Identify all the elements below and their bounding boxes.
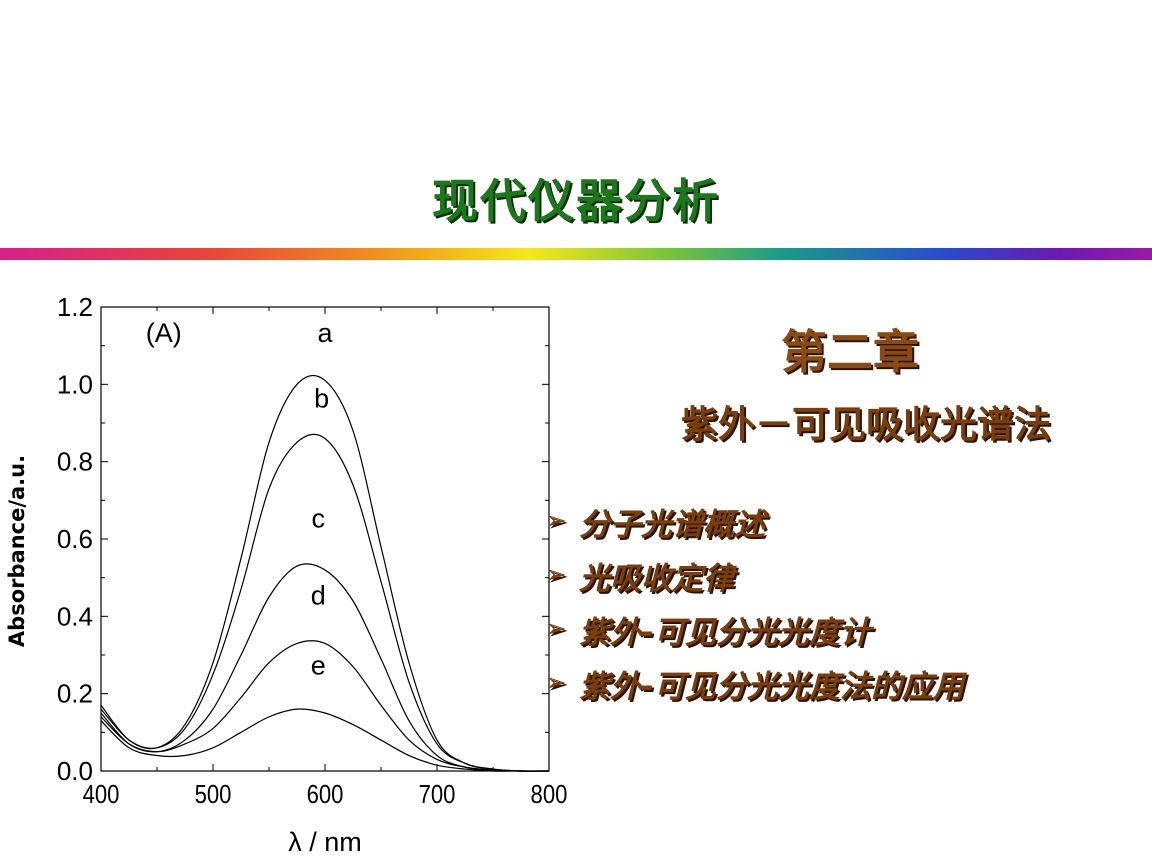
chapter-subtitle: 紫外－可见吸收光谱法 — [681, 403, 1051, 446]
x-axis-title: λ / nm — [288, 827, 362, 857]
series-line-e — [100, 708, 549, 772]
y-tick-label: 0.4 — [57, 601, 93, 631]
y-tick-label: 0.6 — [57, 524, 93, 554]
absorbance-spectrum-chart: 400 500 600 700 800 0.0 0.2 0.4 0.6 0.8 1.0 1.2 λ / … — [5, 292, 567, 857]
series-line-b — [100, 433, 550, 772]
y-tick-label: 0.8 — [57, 447, 93, 477]
series-line-d — [100, 640, 550, 772]
topic-item[interactable]: ➢ 光吸收定律 — [545, 548, 964, 602]
y-tick-label: 0.2 — [57, 679, 93, 709]
plot-frame — [100, 306, 550, 772]
x-tick-label: 600 — [307, 780, 344, 809]
chart-labels: (A) a b c d e — [146, 318, 334, 681]
topic-label: 分子光谱概述 — [579, 506, 765, 543]
topic-label: 光吸收定律 — [579, 560, 734, 597]
topic-label: 紫外-可见分光光度法的应用 — [579, 668, 964, 705]
y-axis-title: Absorbance/a.u. — [5, 455, 29, 647]
x-tick-label: 400 — [83, 780, 120, 809]
arrow-icon: ➢ — [545, 614, 567, 644]
curve-label-b: b — [314, 384, 329, 414]
series-line-a — [100, 374, 550, 772]
chart-series — [100, 374, 550, 772]
x-tick-label: 700 — [419, 780, 456, 809]
topic-label: 紫外-可见分光光度计 — [579, 614, 871, 651]
chapter-heading: 第二章 — [781, 325, 919, 379]
curve-label-a: a — [317, 318, 333, 348]
y-tick-label: 1.2 — [57, 292, 93, 322]
topic-item[interactable]: ➢ 紫外-可见分光光度计 — [545, 602, 964, 656]
x-tick-label: 800 — [531, 780, 568, 809]
x-tick-label: 500 — [195, 780, 232, 809]
panel-label: (A) — [146, 318, 182, 348]
chart-axes: 400 500 600 700 800 0.0 0.2 0.4 0.6 0.8 1.0 1.2 λ / … — [5, 292, 567, 857]
topic-item[interactable]: ➢ 紫外-可见分光光度法的应用 — [545, 656, 964, 710]
curve-label-d: d — [311, 581, 326, 611]
topic-item[interactable]: ➢ 分子光谱概述 — [545, 494, 964, 548]
y-tick-label: 0.0 — [57, 756, 93, 786]
rainbow-divider — [0, 248, 1152, 260]
curve-label-e: e — [311, 650, 326, 680]
arrow-icon: ➢ — [545, 506, 567, 536]
arrow-icon: ➢ — [545, 560, 567, 590]
curve-label-c: c — [312, 503, 326, 533]
y-tick-label: 1.0 — [57, 369, 93, 399]
arrow-icon: ➢ — [545, 668, 567, 698]
topic-list: ➢ 分子光谱概述 ➢ 光吸收定律 ➢ 紫外-可见分光光度计 ➢ 紫外-可见分光光… — [545, 494, 964, 710]
slide-title: 现代仪器分析 — [432, 174, 720, 228]
